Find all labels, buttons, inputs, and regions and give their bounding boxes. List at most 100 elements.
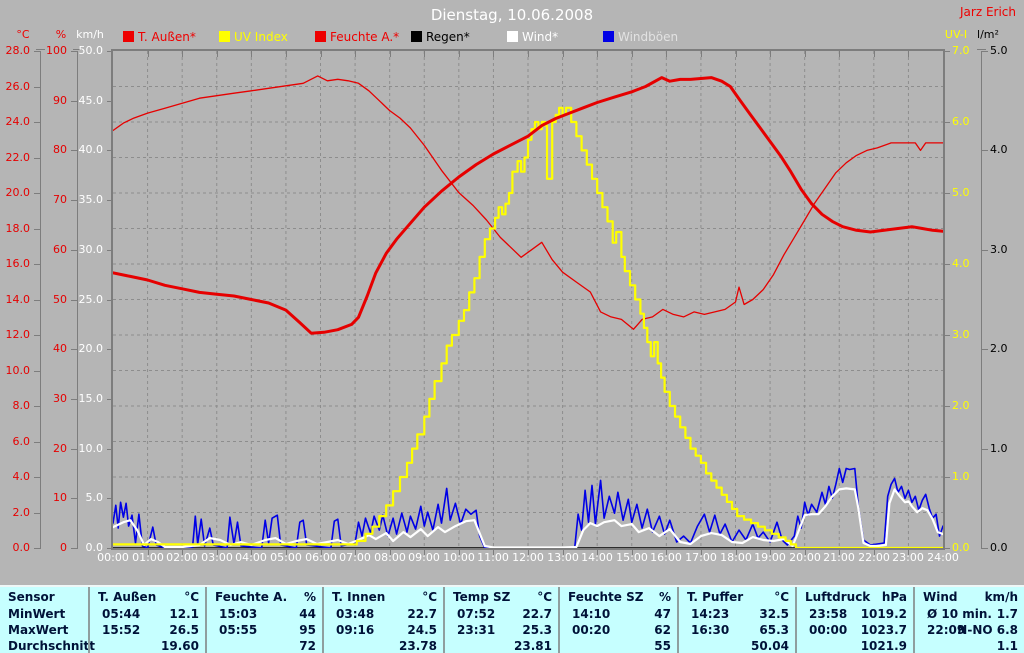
page-title: Dienstag, 10.06.2008 — [430, 6, 594, 24]
legend-label: T. Außen* — [138, 30, 196, 44]
axis-tick-label-uv: 1.0 — [952, 470, 970, 483]
stats-min-value: 22.7 — [407, 607, 437, 621]
x-tick-top — [597, 51, 598, 57]
stats-cell-avg: 23.81 — [445, 638, 560, 653]
stats-column: Luftdruck hPa 23:58 1019.2 00:00 1023.7 1021.9 — [795, 587, 915, 653]
stats-cell-min: 14:23 32.5 — [679, 606, 797, 622]
axis-tick-humidity — [71, 51, 77, 52]
stats-col-unit: % — [303, 590, 316, 604]
axis-tick-wind — [107, 150, 113, 151]
axis-cap-rain — [977, 49, 986, 50]
axis-tick-label-humidity: 10 — [53, 491, 67, 504]
x-axis-label: 24:00 — [927, 551, 959, 564]
axis-tick-humidity — [71, 548, 77, 549]
stats-col-header: Feuchte A.% — [207, 589, 324, 605]
axis-tick-humidity — [71, 200, 77, 201]
axis-tick-temp — [34, 229, 40, 230]
chart-plot — [113, 51, 943, 548]
stats-avg-value: 72 — [299, 639, 316, 653]
stats-cell-avg: 19.60 — [90, 638, 207, 653]
stats-col-name: Luftdruck — [805, 590, 871, 604]
stats-min-time: Ø 10 min. — [927, 607, 992, 621]
x-tick-bottom — [701, 550, 702, 555]
axis-tick-wind — [107, 349, 113, 350]
x-axis-label: 02:00 — [166, 551, 198, 564]
stats-col-name: T. Puffer — [687, 590, 744, 604]
x-axis-label: 20:00 — [789, 551, 821, 564]
stats-max-value: 26.5 — [169, 623, 199, 637]
stats-column: T. Innen °C 03:48 22.7 09:16 24.5 23.78 — [322, 587, 445, 653]
axis-tick-label-wind: 40.0 — [78, 143, 104, 156]
axis-tick-wind — [107, 250, 113, 251]
stats-min-value: 12.1 — [169, 607, 199, 621]
x-axis-label: 18:00 — [720, 551, 752, 564]
stats-max-time: 22:09 — [927, 623, 966, 637]
axis-tick-label-humidity: 50 — [53, 293, 67, 306]
stats-avg-value: 23.81 — [514, 639, 552, 653]
x-tick-top — [736, 51, 737, 57]
stats-table: Sensor MinWert MaxWert Durchschnitt T. Außen… — [0, 585, 1024, 653]
stats-row-label: MinWert — [0, 606, 88, 622]
legend-label: Regen* — [426, 30, 470, 44]
x-tick-top — [459, 51, 460, 57]
stats-avg-value: 55 — [654, 639, 671, 653]
axis-tick-humidity — [71, 150, 77, 151]
stats-min-time: 07:52 — [457, 607, 496, 621]
plot-frame — [111, 49, 945, 550]
stats-min-time: 03:48 — [336, 607, 375, 621]
x-axis-label: 16:00 — [650, 551, 682, 564]
series-line-wind — [113, 487, 943, 548]
legend-swatch — [603, 31, 614, 42]
x-tick-top — [286, 51, 287, 57]
x-axis-label: 13:00 — [547, 551, 579, 564]
axis-tick-wind — [107, 399, 113, 400]
axis-tick-uv — [944, 264, 950, 265]
x-tick-bottom — [217, 550, 218, 555]
legend-item: Windböen — [603, 30, 699, 44]
axis-tick-label-temp: 16.0 — [5, 257, 31, 270]
x-axis-label: 15:00 — [616, 551, 648, 564]
stats-min-value: 44 — [299, 607, 316, 621]
axis-tick-label-rain: 5.0 — [990, 44, 1008, 57]
axis-tick-label-temp: 22.0 — [5, 151, 31, 164]
axis-tick-uv — [944, 477, 950, 478]
axis-tick-wind — [107, 498, 113, 499]
x-axis-label: 00:00 — [97, 551, 129, 564]
axis-tick-temp — [34, 442, 40, 443]
axis-tick-humidity — [71, 498, 77, 499]
axis-tick-label-temp: 28.0 — [5, 44, 31, 57]
x-tick-top — [251, 51, 252, 57]
stats-cell-avg: 72 — [207, 638, 324, 653]
x-tick-bottom — [148, 550, 149, 555]
axis-tick-temp — [34, 335, 40, 336]
stats-cell-max: 00:20 62 — [560, 622, 679, 638]
axis-tick-label-humidity: 20 — [53, 442, 67, 455]
stats-col-unit: km/h — [984, 590, 1018, 604]
x-axis-label: 01:00 — [132, 551, 164, 564]
stats-cell-avg: 1.1 — [915, 638, 1024, 653]
series-line-feuchte-a — [113, 75, 943, 330]
x-tick-top — [770, 51, 771, 57]
axis-unit-label: km/h — [76, 28, 104, 41]
x-tick-bottom — [563, 550, 564, 555]
axis-tick-label-wind: 35.0 — [78, 193, 104, 206]
legend-item: UV Index — [219, 30, 315, 44]
x-tick-bottom — [632, 550, 633, 555]
axis-tick-label-wind: 10.0 — [78, 442, 104, 455]
x-axis-label: 21:00 — [823, 551, 855, 564]
axis-tick-label-temp: 6.0 — [12, 435, 31, 448]
stats-col-header: Temp SZ °C — [445, 589, 560, 605]
stats-cell-max: 15:52 26.5 — [90, 622, 207, 638]
axis-tick-label-uv: 6.0 — [952, 115, 970, 128]
axis-tick-label-humidity: 0 — [60, 541, 67, 554]
axis-tick-label-temp: 12.0 — [5, 328, 31, 341]
stats-row-label-text: Durchschnitt — [8, 639, 96, 653]
axis-tick-wind — [107, 449, 113, 450]
stats-max-value: 62 — [654, 623, 671, 637]
stats-max-time: 09:16 — [336, 623, 375, 637]
x-axis-label: 03:00 — [201, 551, 233, 564]
axis-tick-wind — [107, 548, 113, 549]
x-tick-top — [217, 51, 218, 57]
axis-tick-humidity — [71, 449, 77, 450]
